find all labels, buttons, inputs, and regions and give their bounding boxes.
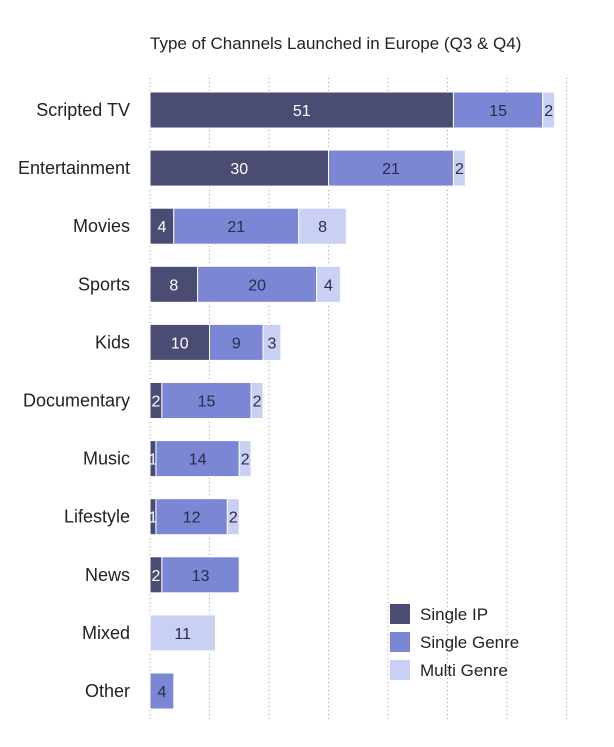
value-label-news-single-genre: 13 xyxy=(192,568,210,585)
bar-movies-multi-genre xyxy=(298,207,347,245)
bar-documentary-single-genre xyxy=(161,382,252,419)
bar-sports-multi-genre xyxy=(316,265,341,303)
value-label-documentary-single-ip: 2 xyxy=(151,394,160,411)
value-label-sports-multi-genre: 4 xyxy=(324,277,333,294)
value-label-entertainment-multi-genre: 2 xyxy=(455,161,464,178)
value-label-entertainment-single-genre: 21 xyxy=(382,161,400,178)
category-label-scripted-tv: Scripted TV xyxy=(36,100,130,120)
bar-documentary-multi-genre xyxy=(250,382,264,419)
value-label-kids-single-genre: 9 xyxy=(232,335,241,352)
value-label-scripted-tv-multi-genre: 2 xyxy=(544,103,553,120)
bar-scripted-tv-single-genre xyxy=(452,91,544,129)
bar-sports-single-ip xyxy=(149,265,199,303)
bar-kids-multi-genre xyxy=(262,323,282,361)
legend-label-single-ip: Single IP xyxy=(420,605,488,624)
value-label-movies-single-ip: 4 xyxy=(157,219,166,236)
value-label-entertainment-single-ip: 30 xyxy=(230,161,248,178)
bar-music-multi-genre xyxy=(238,440,252,478)
category-label-lifestyle: Lifestyle xyxy=(64,507,130,527)
bar-mixed-multi-genre xyxy=(149,614,216,652)
value-label-lifestyle-single-genre: 12 xyxy=(183,510,201,527)
legend-swatch-single-genre xyxy=(390,632,410,652)
value-label-news-single-ip: 2 xyxy=(151,568,160,585)
bar-other-single-genre xyxy=(149,672,175,710)
value-label-movies-multi-genre: 8 xyxy=(318,219,327,236)
chart-title: Type of Channels Launched in Europe (Q3 … xyxy=(150,34,522,53)
value-label-lifestyle-multi-genre: 2 xyxy=(229,510,238,527)
legend-swatch-single-ip xyxy=(390,604,410,624)
value-label-movies-single-genre: 21 xyxy=(227,219,245,236)
legend-swatch-multi-genre xyxy=(390,660,410,680)
bar-lifestyle-single-genre xyxy=(155,498,228,536)
category-label-sports: Sports xyxy=(78,274,130,294)
bar-news-single-genre xyxy=(161,556,240,594)
value-label-kids-single-ip: 10 xyxy=(171,335,189,352)
category-label-kids: Kids xyxy=(95,332,130,352)
value-label-scripted-tv-single-genre: 15 xyxy=(489,103,507,120)
value-label-documentary-multi-genre: 2 xyxy=(253,394,262,411)
value-label-mixed-multi-genre: 11 xyxy=(174,626,191,643)
bar-sports-single-genre xyxy=(197,265,318,303)
bar-scripted-tv-multi-genre xyxy=(542,91,556,129)
value-label-sports-single-genre: 20 xyxy=(248,277,266,294)
category-label-entertainment: Entertainment xyxy=(18,158,130,178)
category-label-movies: Movies xyxy=(73,216,130,236)
value-label-music-single-ip: 1 xyxy=(149,452,158,469)
bar-movies-single-genre xyxy=(173,207,300,245)
bar-lifestyle-multi-genre xyxy=(226,498,240,536)
bar-entertainment-multi-genre xyxy=(452,149,466,187)
category-label-mixed: Mixed xyxy=(82,623,130,643)
bar-scripted-tv-single-ip xyxy=(149,91,454,129)
value-label-lifestyle-single-ip: 1 xyxy=(149,510,158,527)
category-label-music: Music xyxy=(83,449,130,469)
category-label-documentary: Documentary xyxy=(23,391,130,411)
category-label-other: Other xyxy=(85,681,130,701)
bar-kids-single-ip xyxy=(149,323,210,361)
value-label-scripted-tv-single-ip: 51 xyxy=(293,103,311,120)
value-label-music-single-genre: 14 xyxy=(189,452,207,469)
legend-label-multi-genre: Multi Genre xyxy=(420,661,508,680)
value-label-music-multi-genre: 2 xyxy=(241,452,250,469)
bar-music-single-genre xyxy=(155,440,240,478)
bar-entertainment-single-genre xyxy=(328,149,454,187)
value-label-kids-multi-genre: 3 xyxy=(268,335,277,352)
value-label-other-single-genre: 4 xyxy=(157,684,166,701)
value-label-documentary-single-genre: 15 xyxy=(198,394,216,411)
legend: Single IP Single Genre Multi Genre xyxy=(390,604,519,680)
value-label-sports-single-ip: 8 xyxy=(169,277,178,294)
category-labels: Scripted TV Entertainment Movies Sports Kids… xyxy=(18,100,130,701)
legend-label-single-genre: Single Genre xyxy=(420,633,519,652)
category-label-news: News xyxy=(85,565,130,585)
